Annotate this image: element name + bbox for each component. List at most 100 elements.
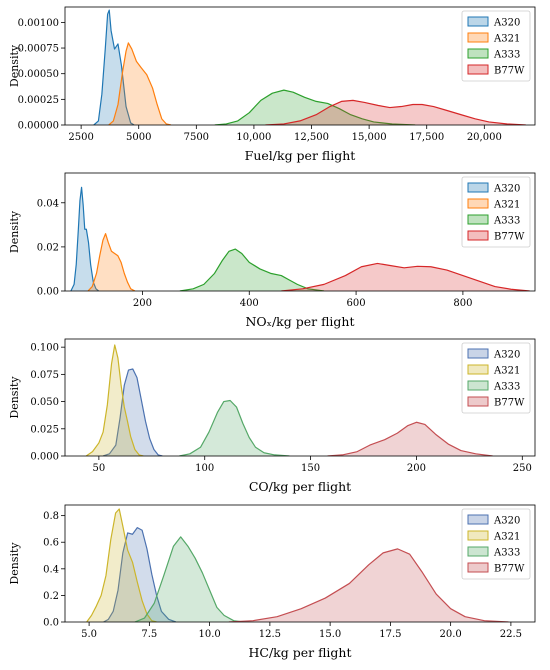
legend-swatch-b77w <box>467 562 489 573</box>
density-curves <box>86 508 509 622</box>
density-line-a321 <box>85 344 144 456</box>
legend-swatch-a321 <box>467 530 489 541</box>
density-curves <box>93 9 526 125</box>
legend-label-a320: A320 <box>493 516 520 527</box>
y-axis-label: Density <box>8 542 21 585</box>
density-line-b77w <box>327 421 493 456</box>
density-fill-a321 <box>87 233 135 291</box>
y-axis-label: Density <box>8 210 21 253</box>
x-tick-label: 200 <box>407 463 426 474</box>
panel-hc: 5.0 7.5 10.0 12.5 15.0 17.5 20.0 22.5 0.0 0.2 0.4 0… <box>8 504 536 660</box>
legend-label-a321: A321 <box>493 366 520 377</box>
legend-label-b77w: B77W <box>494 66 525 77</box>
y-tick-label: 0.00025 <box>18 95 59 106</box>
legend-swatch-a320 <box>467 348 489 359</box>
density-curves <box>70 186 530 291</box>
x-tick-label: 600 <box>347 298 366 309</box>
x-tick-label: 20.0 <box>440 629 462 640</box>
x-tick-label: 12,500 <box>294 132 329 143</box>
y-axis-label: Density <box>8 376 21 419</box>
x-tick-label: 15,000 <box>352 132 387 143</box>
legend-swatch-b77w <box>467 64 489 75</box>
density-line-a333 <box>179 399 290 456</box>
legend-label-a320: A320 <box>493 184 520 195</box>
legend-swatch-a320 <box>467 16 489 27</box>
legend-swatch-a333 <box>467 214 489 225</box>
x-tick-label: 12.5 <box>259 629 281 640</box>
y-tick-label: 0.100 <box>30 343 59 354</box>
legend-label-a320: A320 <box>493 18 520 29</box>
y-tick-label: 0.075 <box>30 370 59 381</box>
density-fill-a320 <box>93 10 135 125</box>
x-tick-label: 100 <box>195 463 214 474</box>
density-curves <box>85 344 493 456</box>
legend-swatch-a321 <box>467 364 489 375</box>
y-tick-label: 0.00 <box>37 287 59 298</box>
y-tick-label: 0.025 <box>30 424 59 435</box>
legend-box <box>461 508 531 580</box>
density-fill-a333 <box>214 90 416 125</box>
legend-swatch-a333 <box>467 48 489 59</box>
density-fill-a320 <box>70 187 99 291</box>
legend-swatch-a321 <box>467 32 489 43</box>
x-tick-label: 5.0 <box>81 629 97 640</box>
x-tick-label: 17.5 <box>379 629 401 640</box>
y-tick-label: 0.0 <box>43 618 59 629</box>
x-tick-label: 22.5 <box>500 629 522 640</box>
legend-label-a333: A333 <box>493 216 520 227</box>
legend-swatch-b77w <box>467 396 489 407</box>
density-line-a320 <box>103 527 177 622</box>
density-line-a321 <box>108 42 172 125</box>
density-line-a321 <box>86 508 157 622</box>
legend: A320 A321 A333 B77W <box>461 508 531 580</box>
density-line-b77w <box>265 99 526 125</box>
x-axis-label: Fuel/kg per flight <box>245 148 356 163</box>
density-fill-a333 <box>179 400 290 456</box>
panel-fuel: 2500 5000 7500 10,000 12,500 15,000 17,500 20,0… <box>8 6 536 163</box>
y-tick-label: 0.00100 <box>18 18 59 29</box>
x-tick-label: 17,500 <box>409 132 444 143</box>
density-fill-a333 <box>179 249 325 291</box>
legend: A320 A321 A333 B77W <box>461 176 531 248</box>
plot-frame <box>64 172 536 292</box>
legend-label-b77w: B77W <box>494 398 525 409</box>
density-line-a333 <box>214 89 416 125</box>
x-axis-label: CO/kg per flight <box>249 479 351 494</box>
density-line-a333 <box>179 248 325 291</box>
density-fill-a320 <box>103 527 176 622</box>
plot-frame <box>64 504 536 623</box>
x-tick-label: 20,000 <box>467 132 502 143</box>
y-tick-label: 0.4 <box>43 564 59 575</box>
x-tick-label: 800 <box>453 298 472 309</box>
y-tick-label: 0.04 <box>37 198 59 209</box>
legend-swatch-a320 <box>467 182 489 193</box>
legend: A320 A321 A333 B77W <box>461 10 531 82</box>
legend-box <box>461 176 531 248</box>
x-axis-label: HC/kg per flight <box>249 645 352 660</box>
density-line-a333 <box>134 536 244 622</box>
density-fill-a321 <box>86 344 144 456</box>
x-tick-label: 5000 <box>126 132 151 143</box>
legend-label-a333: A333 <box>493 50 520 61</box>
density-line-a321 <box>87 233 136 291</box>
legend: A320 A321 A333 B77W <box>461 342 531 414</box>
x-tick-label: 400 <box>240 298 259 309</box>
x-tick-label: 2500 <box>68 132 93 143</box>
legend-swatch-a320 <box>467 514 489 525</box>
y-tick-label: 0.8 <box>43 511 59 522</box>
y-axis-label: Density <box>8 44 21 87</box>
y-tick-label: 0.000 <box>30 452 59 463</box>
panel-co: 50 100 150 200 250 0.000 0.025 0.050 0.075 0.100 C… <box>8 338 536 494</box>
legend-swatch-a333 <box>467 546 489 557</box>
density-fill-b77w <box>281 263 530 291</box>
density-fill-a321 <box>86 508 157 622</box>
legend-swatch-a321 <box>467 198 489 209</box>
x-tick-label: 150 <box>301 463 320 474</box>
legend-swatch-a333 <box>467 380 489 391</box>
plot-frame <box>64 338 536 457</box>
legend-label-b77w: B77W <box>494 564 525 575</box>
x-axis-label: NOₓ/kg per flight <box>245 314 354 329</box>
panel-nox: 200 400 600 800 0.00 0.02 0.04 NOₓ/kg per fligh… <box>8 172 536 329</box>
legend-label-a321: A321 <box>493 200 520 211</box>
legend-label-a333: A333 <box>493 548 520 559</box>
